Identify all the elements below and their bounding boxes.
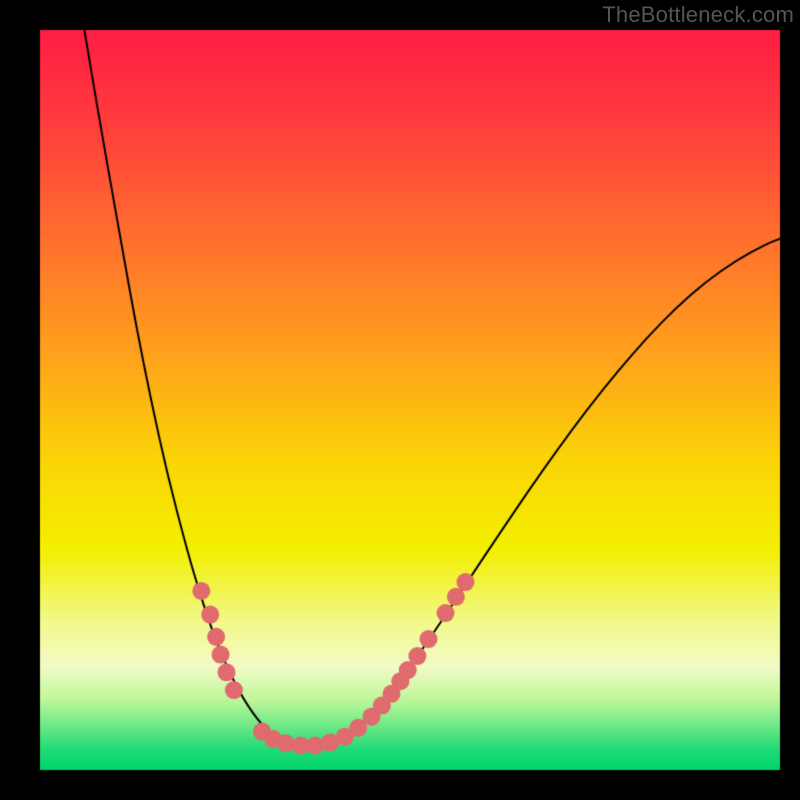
chart-container: TheBottleneck.com [0, 0, 800, 800]
watermark-text: TheBottleneck.com [602, 0, 800, 28]
bottleneck-chart-canvas [0, 0, 800, 800]
